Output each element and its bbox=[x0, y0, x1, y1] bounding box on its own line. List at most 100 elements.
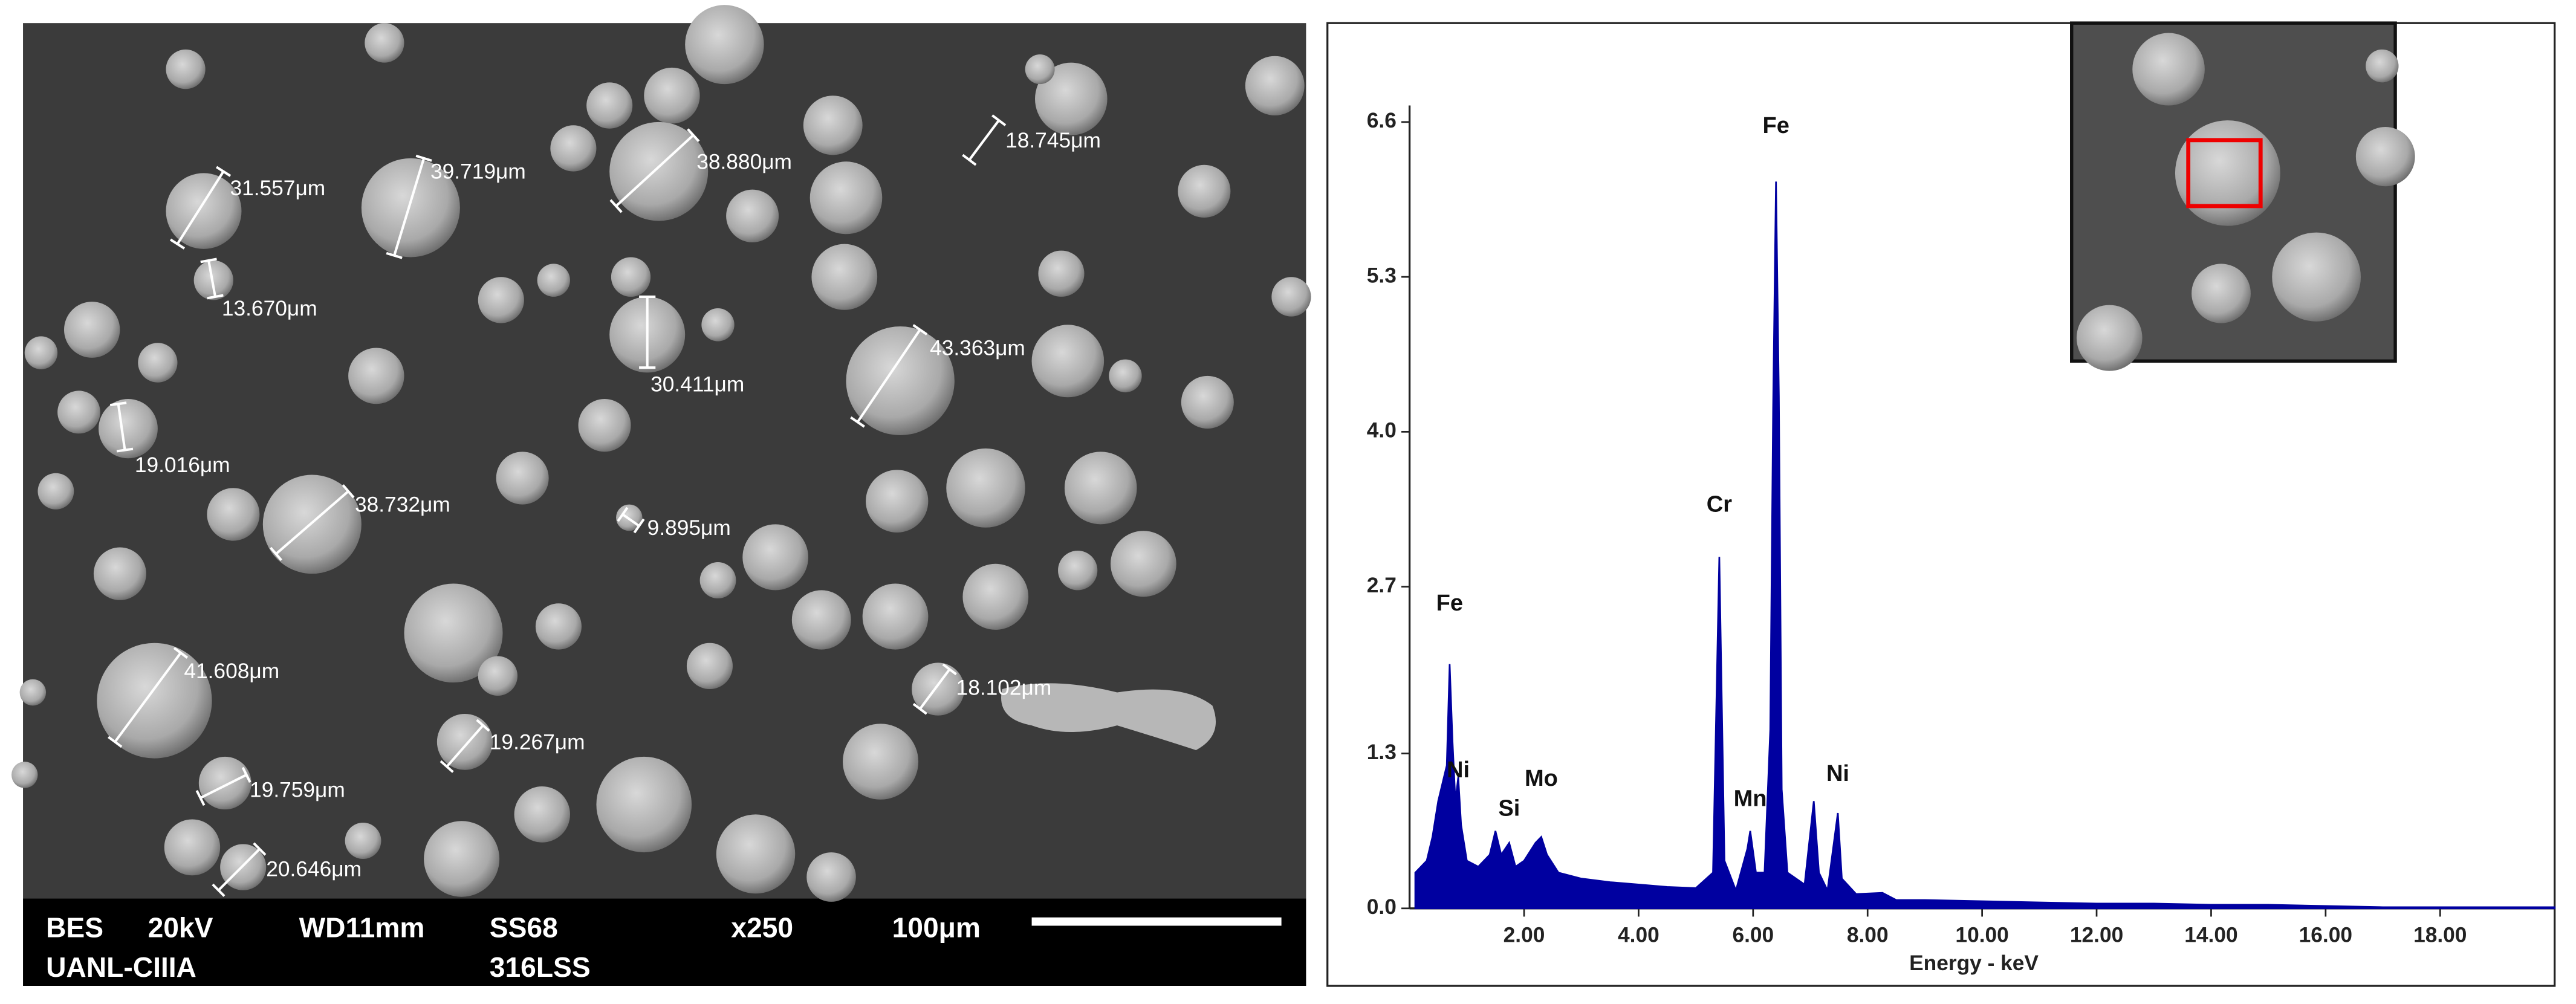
particle bbox=[99, 399, 158, 459]
particle bbox=[97, 643, 212, 759]
measure-line bbox=[217, 848, 261, 892]
particle bbox=[1025, 54, 1055, 85]
particle bbox=[862, 583, 929, 650]
particle bbox=[478, 277, 524, 323]
measure-label: 38.880μm bbox=[696, 150, 792, 173]
info-text: WD11mm bbox=[299, 912, 425, 943]
measure-cap bbox=[169, 238, 186, 250]
info-text: 20kV bbox=[148, 912, 213, 943]
measure-label: 20.646μm bbox=[266, 857, 362, 881]
particle bbox=[345, 822, 381, 859]
measure-label: 19.016μm bbox=[135, 453, 230, 477]
particle bbox=[19, 679, 47, 706]
irregular-particle bbox=[1001, 683, 1216, 750]
measure-line bbox=[207, 260, 216, 297]
particle bbox=[166, 173, 242, 249]
particle bbox=[806, 852, 856, 902]
particle bbox=[57, 390, 100, 434]
info-text: 316LSS bbox=[490, 951, 591, 983]
measure-cap bbox=[342, 484, 355, 499]
sem-panel: 31.557μm 39.719μm 38.880μm 18.745μm 13.670μm… bbox=[11, 5, 1311, 986]
particle bbox=[348, 348, 404, 404]
measure-cap bbox=[116, 447, 134, 453]
measure-cap bbox=[386, 251, 403, 259]
info-bar bbox=[23, 898, 1306, 986]
particle bbox=[866, 470, 929, 533]
particle bbox=[262, 474, 362, 574]
particle bbox=[166, 49, 206, 89]
particle bbox=[803, 96, 863, 155]
measure-label: 31.557μm bbox=[230, 177, 325, 200]
peak-label: Mo bbox=[1525, 766, 1558, 791]
particle bbox=[478, 656, 518, 696]
info-text: BES bbox=[46, 912, 103, 943]
measure-cap bbox=[108, 736, 123, 748]
inset-particle bbox=[2175, 120, 2280, 226]
particle bbox=[843, 724, 919, 800]
measure-cap bbox=[850, 416, 865, 428]
particle bbox=[1181, 375, 1234, 429]
measure-cap bbox=[440, 760, 454, 773]
measure-line bbox=[200, 774, 247, 799]
particle bbox=[496, 452, 549, 505]
particle bbox=[63, 302, 120, 358]
measure-cap bbox=[962, 154, 977, 166]
particle bbox=[1031, 325, 1105, 398]
peak-label: Fe bbox=[1762, 113, 1789, 138]
measure-cap bbox=[942, 663, 957, 676]
measure-cap bbox=[253, 842, 267, 856]
measure-line bbox=[856, 329, 921, 423]
particle bbox=[811, 244, 878, 310]
inset-particle bbox=[2366, 49, 2399, 83]
measure-cap bbox=[207, 294, 224, 300]
particle bbox=[514, 786, 570, 843]
measure-cap bbox=[109, 401, 127, 407]
particle bbox=[1038, 250, 1085, 297]
measure-cap bbox=[270, 546, 282, 562]
info-text: SS68 bbox=[490, 912, 558, 943]
measure-cap bbox=[415, 154, 432, 162]
particle bbox=[535, 603, 582, 650]
measure-cap bbox=[212, 883, 225, 897]
x-tick-label: 12.00 bbox=[2070, 923, 2123, 947]
y-tick-label: 5.3 bbox=[1367, 264, 1397, 287]
measure-cap bbox=[195, 789, 206, 806]
particle bbox=[198, 756, 251, 810]
measure-cap bbox=[991, 114, 1007, 126]
x-tick-label: 6.00 bbox=[1732, 923, 1774, 947]
measure-cap bbox=[687, 128, 700, 143]
measure-line bbox=[968, 119, 1000, 161]
measure-cap bbox=[609, 199, 623, 213]
particle bbox=[611, 257, 651, 297]
measure-label: 19.267μm bbox=[490, 730, 585, 754]
info-text: 100μm bbox=[892, 912, 981, 943]
particle bbox=[686, 643, 733, 690]
particle bbox=[24, 336, 58, 369]
x-tick-label: 2.00 bbox=[1504, 923, 1545, 947]
measure-cap bbox=[912, 702, 927, 715]
particle bbox=[207, 488, 260, 541]
particle bbox=[1058, 550, 1098, 591]
measure-label: 41.608μm bbox=[184, 659, 279, 683]
x-tick-label: 10.00 bbox=[1955, 923, 2008, 947]
particle bbox=[726, 189, 779, 242]
particle bbox=[404, 583, 503, 683]
x-tick-label: 14.00 bbox=[2184, 923, 2237, 947]
particle bbox=[946, 448, 1025, 528]
particle bbox=[93, 547, 146, 600]
particle bbox=[699, 562, 736, 599]
measure-label: 13.670μm bbox=[222, 297, 317, 320]
x-tick-label: 4.00 bbox=[1618, 923, 1659, 947]
particle bbox=[685, 5, 764, 85]
particle bbox=[716, 814, 796, 894]
y-tick-label: 4.0 bbox=[1367, 419, 1397, 442]
particle bbox=[791, 590, 851, 650]
peak-label: Ni bbox=[1447, 757, 1470, 783]
particle bbox=[846, 326, 955, 436]
y-tick-label: 2.7 bbox=[1367, 574, 1397, 597]
measure-cap bbox=[241, 766, 251, 783]
particle bbox=[1064, 452, 1137, 525]
particle bbox=[1245, 56, 1305, 115]
particle bbox=[578, 399, 631, 452]
